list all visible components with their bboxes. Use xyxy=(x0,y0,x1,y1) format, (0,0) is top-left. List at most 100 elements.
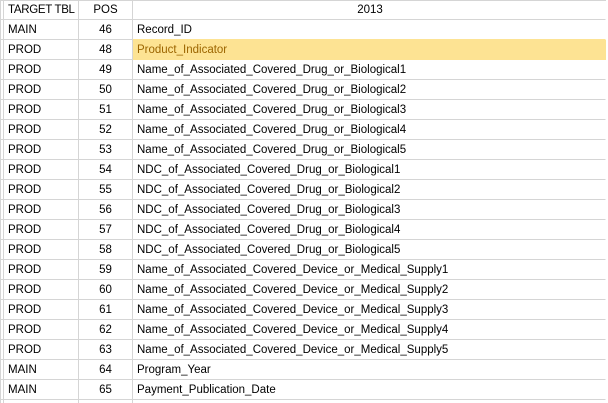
clipped-column-sliver xyxy=(0,280,4,300)
cell-field[interactable]: Program_Year xyxy=(133,360,606,380)
table-row: MAIN 46 Record_ID xyxy=(0,20,606,40)
cell-pos[interactable]: 50 xyxy=(79,80,133,100)
clipped-column-sliver xyxy=(0,320,4,340)
cell-field[interactable]: Record_ID xyxy=(133,20,606,40)
cell-target-tbl[interactable]: PROD xyxy=(4,80,79,100)
cell-pos[interactable]: 62 xyxy=(79,320,133,340)
cell-pos[interactable]: 59 xyxy=(79,260,133,280)
cell-target-tbl[interactable]: PROD xyxy=(4,180,79,200)
table-row: PROD 49 Name_of_Associated_Covered_Drug_… xyxy=(0,60,606,80)
cell-target-tbl[interactable] xyxy=(4,400,79,403)
cell-target-tbl[interactable]: PROD xyxy=(4,260,79,280)
table-row: PROD 57 NDC_of_Associated_Covered_Drug_o… xyxy=(0,220,606,240)
cell-pos[interactable]: 51 xyxy=(79,100,133,120)
cell-target-tbl[interactable]: PROD xyxy=(4,160,79,180)
table-row xyxy=(0,400,606,403)
table-row: PROD 63 Name_of_Associated_Covered_Devic… xyxy=(0,340,606,360)
cell-field[interactable]: NDC_of_Associated_Covered_Drug_or_Biolog… xyxy=(133,180,606,200)
cell-target-tbl[interactable]: PROD xyxy=(4,100,79,120)
cell-field[interactable]: Name_of_Associated_Covered_Device_or_Med… xyxy=(133,320,606,340)
cell-pos[interactable]: 57 xyxy=(79,220,133,240)
cell-target-tbl[interactable]: PROD xyxy=(4,60,79,80)
table-row: PROD 58 NDC_of_Associated_Covered_Drug_o… xyxy=(0,240,606,260)
cell-field[interactable]: Name_of_Associated_Covered_Drug_or_Biolo… xyxy=(133,60,606,80)
cell-field[interactable]: Name_of_Associated_Covered_Device_or_Med… xyxy=(133,340,606,360)
cell-target-tbl[interactable]: PROD xyxy=(4,200,79,220)
cell-field[interactable]: Name_of_Associated_Covered_Drug_or_Biolo… xyxy=(133,140,606,160)
cell-target-tbl[interactable]: PROD xyxy=(4,280,79,300)
cell-pos[interactable]: 46 xyxy=(79,20,133,40)
clipped-column-sliver xyxy=(0,160,4,180)
clipped-column-sliver xyxy=(0,260,4,280)
cell-pos[interactable]: 56 xyxy=(79,200,133,220)
cell-target-tbl[interactable]: PROD xyxy=(4,240,79,260)
cell-target-tbl[interactable]: MAIN xyxy=(4,20,79,40)
cell-pos[interactable]: 58 xyxy=(79,240,133,260)
cell-pos[interactable]: 53 xyxy=(79,140,133,160)
cell-pos[interactable]: 60 xyxy=(79,280,133,300)
cell-field[interactable]: Name_of_Associated_Covered_Device_or_Med… xyxy=(133,260,606,280)
cell-pos[interactable] xyxy=(79,400,133,403)
cell-target-tbl[interactable]: PROD xyxy=(4,320,79,340)
cell-field[interactable]: NDC_of_Associated_Covered_Drug_or_Biolog… xyxy=(133,240,606,260)
cell-pos[interactable]: 49 xyxy=(79,60,133,80)
cell-field[interactable]: Name_of_Associated_Covered_Drug_or_Biolo… xyxy=(133,80,606,100)
cell-target-tbl[interactable]: MAIN xyxy=(4,360,79,380)
table-row: PROD 52 Name_of_Associated_Covered_Drug_… xyxy=(0,120,606,140)
cell-target-tbl[interactable]: MAIN xyxy=(4,380,79,400)
cell-field[interactable]: NDC_of_Associated_Covered_Drug_or_Biolog… xyxy=(133,200,606,220)
cell-target-tbl[interactable]: PROD xyxy=(4,300,79,320)
table-row: PROD 53 Name_of_Associated_Covered_Drug_… xyxy=(0,140,606,160)
clipped-column-sliver xyxy=(0,300,4,320)
cell-field[interactable]: Name_of_Associated_Covered_Drug_or_Biolo… xyxy=(133,120,606,140)
header-cell-pos[interactable]: POS xyxy=(79,1,133,20)
cell-pos[interactable]: 65 xyxy=(79,380,133,400)
cell-target-tbl[interactable]: PROD xyxy=(4,120,79,140)
table-row: PROD 50 Name_of_Associated_Covered_Drug_… xyxy=(0,80,606,100)
cell-pos[interactable]: 52 xyxy=(79,120,133,140)
table-row: PROD 51 Name_of_Associated_Covered_Drug_… xyxy=(0,100,606,120)
clipped-column-sliver xyxy=(0,1,4,20)
clipped-column-sliver xyxy=(0,400,4,403)
clipped-column-sliver xyxy=(0,180,4,200)
table-row: MAIN 65 Payment_Publication_Date xyxy=(0,380,606,400)
header-row: TARGET TBL POS 2013 xyxy=(0,1,606,20)
clipped-column-sliver xyxy=(0,200,4,220)
header-cell-year[interactable]: 2013 xyxy=(133,1,606,20)
table-row: PROD 61 Name_of_Associated_Covered_Devic… xyxy=(0,300,606,320)
cell-target-tbl[interactable]: PROD xyxy=(4,220,79,240)
clipped-column-sliver xyxy=(0,40,4,60)
cell-field[interactable]: Product_Indicator xyxy=(133,40,606,60)
clipped-column-sliver xyxy=(0,340,4,360)
cell-field[interactable]: Name_of_Associated_Covered_Device_or_Med… xyxy=(133,300,606,320)
table-row: PROD 55 NDC_of_Associated_Covered_Drug_o… xyxy=(0,180,606,200)
cell-pos[interactable]: 61 xyxy=(79,300,133,320)
cell-target-tbl[interactable]: PROD xyxy=(4,140,79,160)
clipped-column-sliver xyxy=(0,360,4,380)
cell-field[interactable]: Name_of_Associated_Covered_Drug_or_Biolo… xyxy=(133,100,606,120)
cell-pos[interactable]: 55 xyxy=(79,180,133,200)
clipped-column-sliver xyxy=(0,240,4,260)
table-body: MAIN 46 Record_ID PROD 48 Product_Indica… xyxy=(0,20,606,403)
cell-pos[interactable]: 63 xyxy=(79,340,133,360)
clipped-column-sliver xyxy=(0,120,4,140)
cell-pos[interactable]: 48 xyxy=(79,40,133,60)
table-row: PROD 54 NDC_of_Associated_Covered_Drug_o… xyxy=(0,160,606,180)
clipped-column-sliver xyxy=(0,60,4,80)
cell-field[interactable]: NDC_of_Associated_Covered_Drug_or_Biolog… xyxy=(133,220,606,240)
table-row: PROD 48 Product_Indicator xyxy=(0,40,606,60)
clipped-column-sliver xyxy=(0,140,4,160)
cell-target-tbl[interactable]: PROD xyxy=(4,40,79,60)
cell-pos[interactable]: 54 xyxy=(79,160,133,180)
table-row: MAIN 64 Program_Year xyxy=(0,360,606,380)
cell-pos[interactable]: 64 xyxy=(79,360,133,380)
table-row: PROD 56 NDC_of_Associated_Covered_Drug_o… xyxy=(0,200,606,220)
cell-target-tbl[interactable]: PROD xyxy=(4,340,79,360)
cell-field[interactable]: Name_of_Associated_Covered_Device_or_Med… xyxy=(133,280,606,300)
clipped-column-sliver xyxy=(0,20,4,40)
cell-field[interactable]: NDC_of_Associated_Covered_Drug_or_Biolog… xyxy=(133,160,606,180)
header-cell-target-tbl[interactable]: TARGET TBL xyxy=(4,1,79,20)
cell-field[interactable]: Payment_Publication_Date xyxy=(133,380,606,400)
clipped-column-sliver xyxy=(0,100,4,120)
